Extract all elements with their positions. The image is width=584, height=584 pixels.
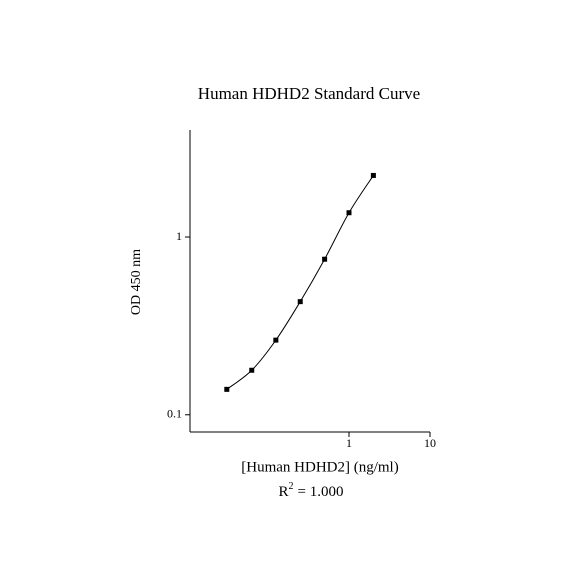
point: [224, 386, 230, 392]
y-tick-label: 1: [176, 229, 182, 243]
fit-curve: [226, 175, 374, 390]
annotation-text: = 1.000: [298, 484, 344, 500]
point: [273, 337, 279, 343]
annotation: R2 = 1.000: [279, 481, 344, 500]
x-tick-label: 10: [424, 436, 436, 450]
point: [370, 172, 376, 178]
point: [297, 299, 303, 305]
point: [249, 367, 255, 373]
y-axis-label: OD 450 nm: [129, 249, 144, 315]
x-axis-label: [Human HDHD2] (ng/ml): [241, 459, 398, 475]
point: [346, 210, 352, 216]
point: [322, 256, 328, 262]
chart-title: Human HDHD2 Standard Curve: [198, 84, 420, 103]
y-tick-label: 0.1: [167, 407, 182, 421]
annotation-superscript: 2: [289, 481, 294, 492]
x-tick-label: 1: [346, 436, 352, 450]
annotation-base: R: [279, 484, 289, 500]
